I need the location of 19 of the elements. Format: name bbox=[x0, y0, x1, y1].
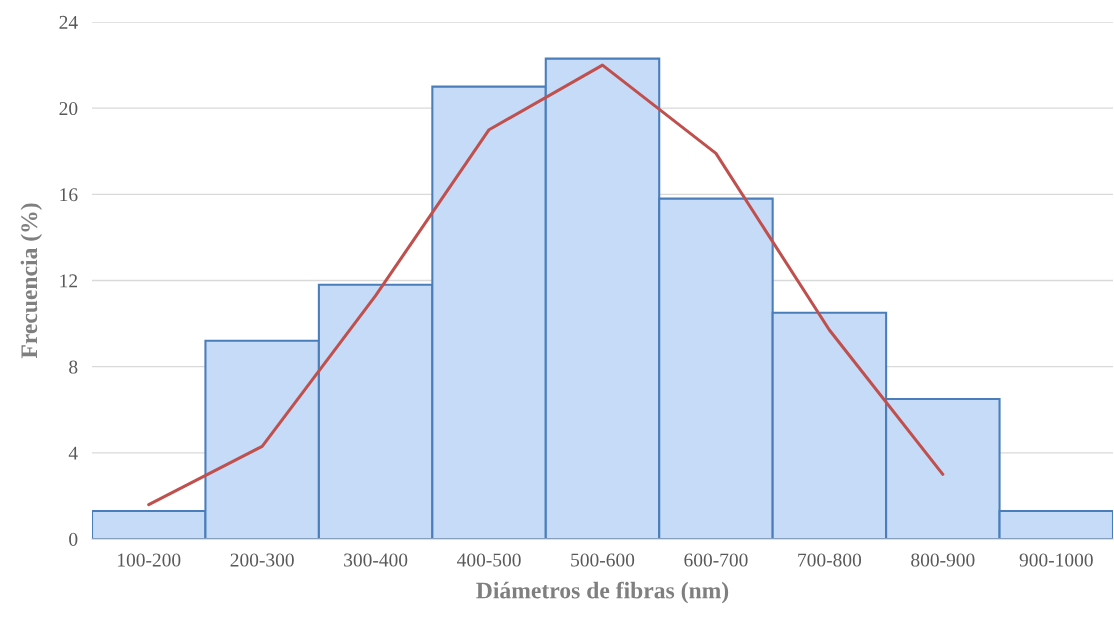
x-axis-title: Diámetros de fibras (nm) bbox=[476, 581, 729, 604]
x-tick-label: 600-700 bbox=[684, 553, 748, 567]
x-tick-label: 100-200 bbox=[118, 553, 181, 567]
x-tick-label: 200-300 bbox=[230, 553, 294, 567]
y-tick-label: 16 bbox=[60, 188, 78, 202]
y-tick-label: 0 bbox=[69, 532, 78, 546]
y-tick-label: 20 bbox=[59, 101, 78, 116]
y-tick-label: 8 bbox=[69, 360, 78, 374]
x-tick-label: 400-500 bbox=[457, 553, 521, 567]
x-tick-label: 500-600 bbox=[571, 553, 635, 567]
x-tick-label: 300-400 bbox=[344, 553, 408, 567]
x-tick-label: 700-800 bbox=[798, 553, 862, 567]
y-tick-label: 24 bbox=[59, 15, 78, 29]
x-tick-label: 900-1000 bbox=[1019, 553, 1093, 567]
x-tick-label: 800-900 bbox=[911, 553, 975, 567]
y-tick-label: 12 bbox=[60, 274, 78, 288]
y-tick-label: 4 bbox=[68, 446, 78, 460]
y-axis-title: Frecuencia (%) bbox=[20, 203, 42, 359]
line-series bbox=[147, 63, 945, 507]
